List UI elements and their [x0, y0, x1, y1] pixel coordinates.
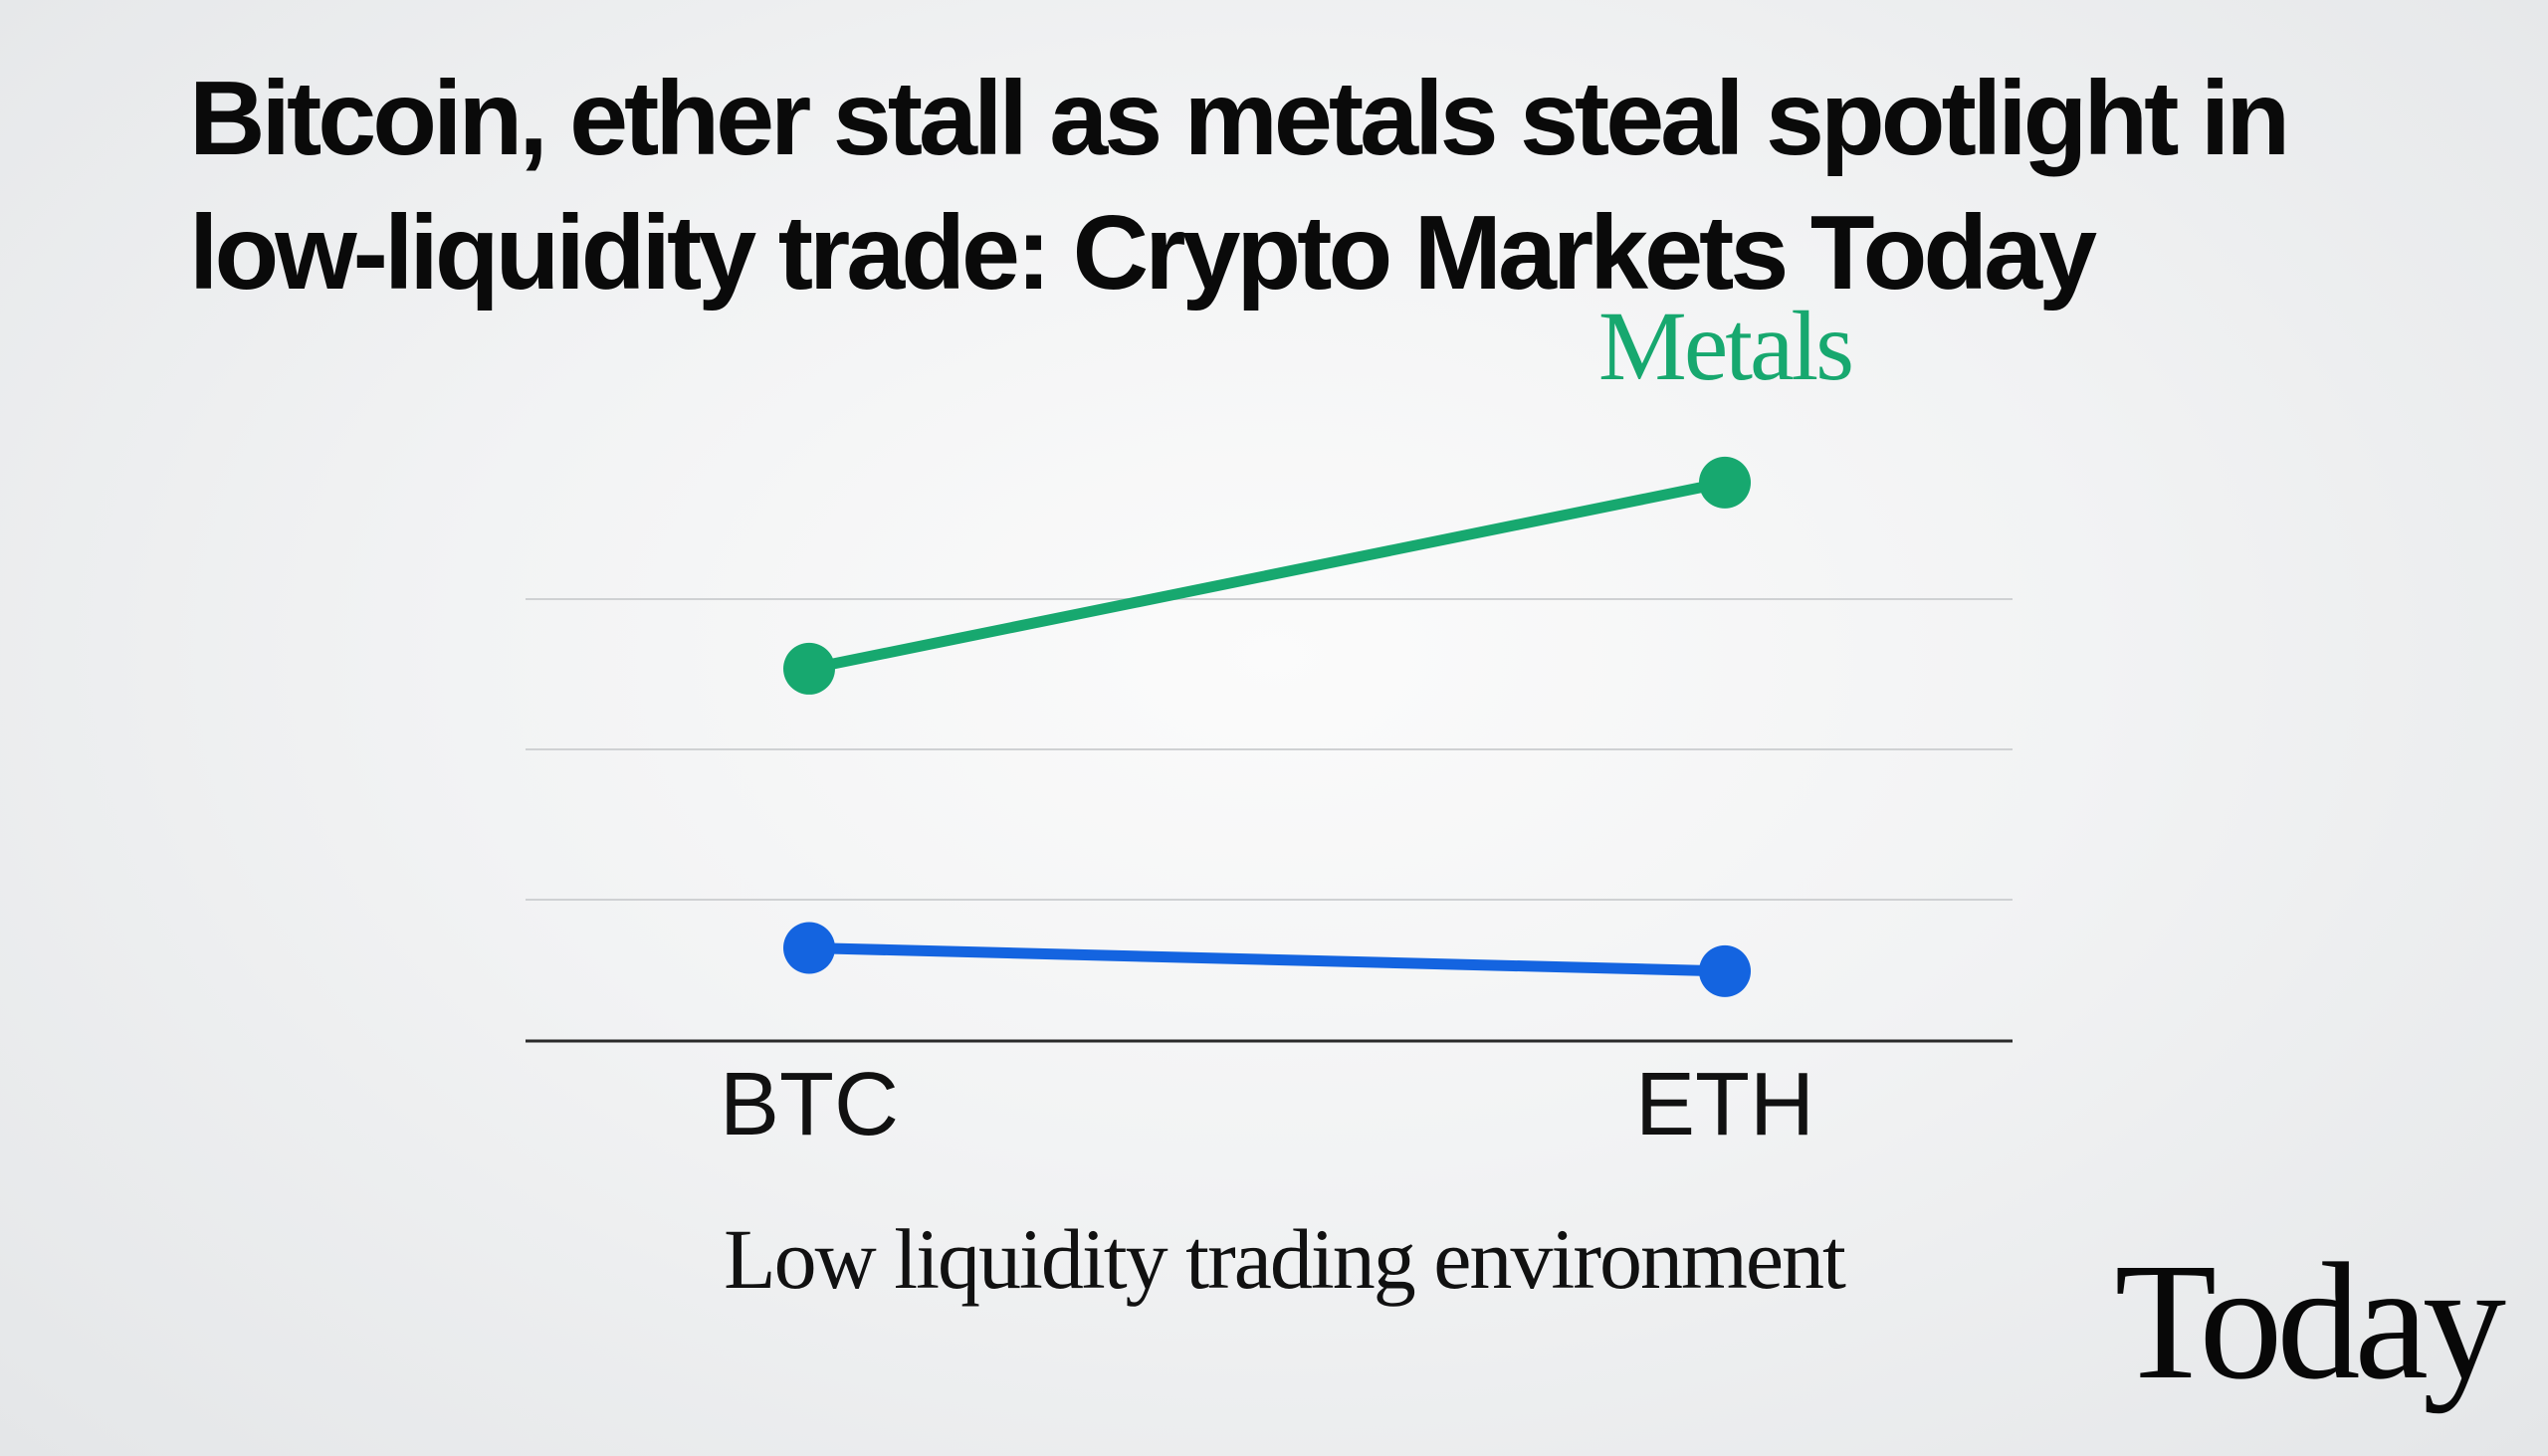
headline-line-1: Bitcoin, ether stall as metals steal spo… [189, 60, 2290, 177]
metals-series-label: Metals [1598, 291, 1851, 401]
gridlines [526, 598, 2013, 901]
headline: Bitcoin, ether stall as metals steal spo… [189, 52, 2429, 320]
chart-caption: Low liquidity trading environment [724, 1211, 1846, 1307]
headline-line-2: low-liquidity trade: Crypto Markets Toda… [189, 194, 2097, 312]
metals-line [803, 477, 1731, 675]
series-2-line [803, 941, 1731, 977]
x-tick-label-eth: ETH [1635, 1055, 1814, 1154]
x-tick-label-btc: BTC [720, 1055, 899, 1154]
brand-logo-text: Today [2114, 1229, 2506, 1414]
series-2-point-eth [1699, 944, 1751, 997]
series-2-point-btc [783, 922, 835, 974]
metals-point-btc [783, 642, 835, 695]
series-group [783, 456, 1751, 997]
metals-point-eth [1699, 456, 1751, 509]
labels-group: Metals BTC ETH [720, 291, 1854, 1154]
